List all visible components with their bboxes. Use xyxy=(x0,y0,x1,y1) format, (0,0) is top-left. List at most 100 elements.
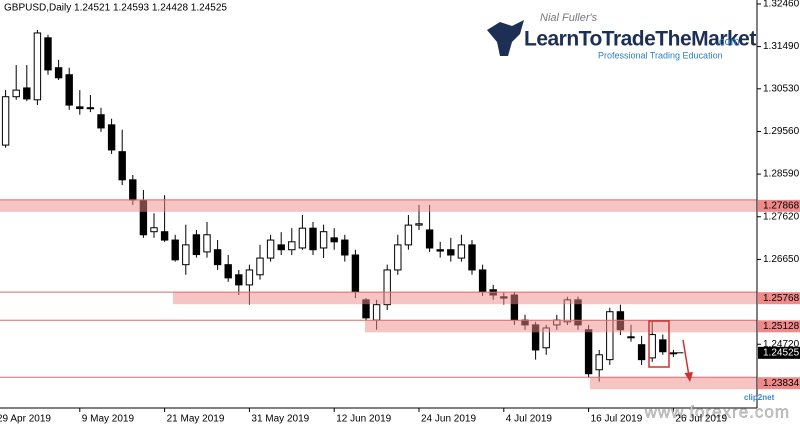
axes: 1.32460 1.31490 1.30530 1.29560 1.28590 1.276… xyxy=(0,0,800,412)
x-tick-label: 29 Apr 2019 xyxy=(0,414,51,425)
x-tick-label: 24 Jun 2019 xyxy=(421,414,476,425)
x-tick-label: 31 May 2019 xyxy=(251,414,309,425)
current-price-label: 1.24525 xyxy=(763,347,800,358)
candle-body xyxy=(425,229,434,249)
highlight-box xyxy=(648,320,670,368)
candle-body xyxy=(192,234,201,256)
y-tick-label: 1.32460 xyxy=(763,0,800,10)
candle-body xyxy=(341,239,349,256)
candle-body xyxy=(1,96,10,146)
candle-body xyxy=(86,107,95,110)
y-tick-label: 1.26650 xyxy=(763,254,800,265)
x-tick-label: 12 Jun 2019 xyxy=(336,414,391,425)
candle-body xyxy=(235,274,243,286)
plot-area xyxy=(0,29,757,390)
chart-title: GBPUSD,Daily 1.24521 1.24593 1.24428 1.2… xyxy=(4,3,227,14)
level-zone xyxy=(173,292,757,305)
candle-body xyxy=(44,37,52,71)
candle-body xyxy=(383,269,391,306)
candle-body xyxy=(415,223,423,226)
level-label-box xyxy=(758,199,800,212)
candle-body xyxy=(150,227,158,233)
candle-body xyxy=(606,311,614,361)
y-tick-label: 1.30530 xyxy=(763,83,800,94)
candle-body xyxy=(171,239,179,261)
candle-body xyxy=(107,124,116,151)
candle-body xyxy=(404,224,413,246)
candle-body xyxy=(256,257,264,276)
candle-body xyxy=(648,334,656,359)
level-label-box xyxy=(758,292,800,305)
level-zone xyxy=(0,199,757,212)
level-label: 1.23834 xyxy=(763,378,800,389)
candle-body xyxy=(669,352,678,355)
candle-body xyxy=(394,244,402,271)
current-price-box xyxy=(758,346,800,359)
candle-body xyxy=(213,249,222,266)
logo-tagline: Professional Trading Education xyxy=(598,50,723,60)
candle-body xyxy=(298,227,307,249)
candle-body xyxy=(584,329,593,375)
level-label: 1.27868 xyxy=(763,200,800,211)
x-tick-label: 9 May 2019 xyxy=(82,414,135,425)
candle-body xyxy=(182,244,190,266)
level-label: 1.25768 xyxy=(763,293,800,304)
candle-body xyxy=(54,67,63,79)
candle-body xyxy=(330,237,338,243)
candle-body xyxy=(129,179,137,201)
candle-body xyxy=(266,239,275,259)
candle-body xyxy=(659,339,667,353)
level-label-box xyxy=(758,377,800,390)
candle-body xyxy=(97,114,105,129)
candle-body xyxy=(478,269,487,293)
candle-body xyxy=(160,231,169,241)
candle-body xyxy=(76,106,84,110)
x-tick-label: 16 Jul 2019 xyxy=(591,414,643,425)
watermark-site: www.forexre.com xyxy=(644,402,790,421)
level-zone xyxy=(365,320,757,333)
y-tick-label: 1.28590 xyxy=(763,169,800,180)
arrow-head xyxy=(684,372,693,382)
watermark-clip: clip2net xyxy=(744,393,775,402)
candle-body xyxy=(203,234,211,253)
x-tick-label: 4 Jul 2019 xyxy=(506,414,553,425)
candle-body xyxy=(288,241,296,251)
candle-body xyxy=(627,336,635,339)
x-tick-label: 26 Jul 2019 xyxy=(675,414,727,425)
logo-author: Nial Fuller's xyxy=(540,12,598,24)
logo: Nial Fuller's LearnToTradeTheMarket .com… xyxy=(487,12,757,60)
logo-brand: LearnToTradeTheMarket xyxy=(524,28,756,51)
y-tick-label: 1.27620 xyxy=(763,211,800,222)
candle-body xyxy=(319,231,328,249)
level-label: 1.25128 xyxy=(763,321,800,332)
candle-body xyxy=(309,227,317,251)
candle-body xyxy=(65,74,73,106)
candle-body xyxy=(457,244,466,259)
y-tick-label: 1.31490 xyxy=(763,41,800,52)
candle-body xyxy=(245,269,254,286)
level-label-box xyxy=(758,320,800,333)
candle-body xyxy=(447,249,455,256)
y-tick-label: 1.29560 xyxy=(763,126,800,137)
logo-domain: .com xyxy=(716,36,740,48)
candle-body xyxy=(595,354,603,371)
candle-body xyxy=(23,87,31,100)
arrow-shaft xyxy=(682,339,690,377)
candle-body xyxy=(468,244,476,271)
candle-body xyxy=(436,249,444,252)
y-tick-label: 1.24720 xyxy=(763,339,800,350)
x-tick-label: 21 May 2019 xyxy=(167,414,225,425)
candle-body xyxy=(351,254,360,293)
candle-body xyxy=(224,264,232,279)
candle-body xyxy=(12,89,20,98)
annotations xyxy=(648,320,693,382)
candle-body xyxy=(118,151,126,181)
candle-body xyxy=(637,344,646,361)
candle-body xyxy=(33,32,42,101)
candle-body xyxy=(277,244,285,251)
candle-body xyxy=(372,304,381,321)
logo-icon xyxy=(487,20,524,56)
level-zone xyxy=(590,377,757,390)
